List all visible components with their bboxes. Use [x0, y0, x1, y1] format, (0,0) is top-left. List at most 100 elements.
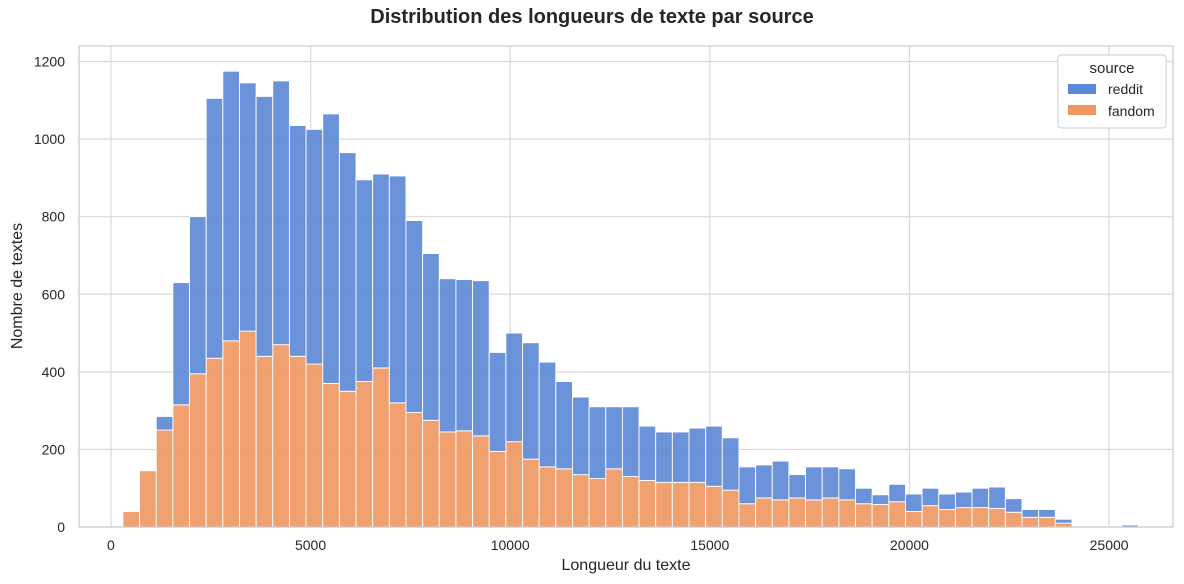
legend-title: source [1089, 60, 1134, 77]
bar-reddit [855, 487, 873, 505]
y-axis-ticks: 0 200 400 600 800 1000 1200 [34, 54, 65, 535]
bar-fandom [405, 412, 424, 528]
bar-fandom [505, 441, 523, 528]
bar-fandom [538, 466, 557, 528]
bar-fandom [871, 504, 890, 528]
x-tick-label: 15000 [690, 537, 729, 553]
y-tick-label: 1200 [34, 54, 65, 70]
bar-reddit [255, 95, 274, 357]
x-axis-ticks: 0 5000 10000 15000 20000 25000 [107, 537, 1129, 553]
y-tick-label: 200 [42, 441, 66, 457]
bar-fandom [1004, 511, 1023, 528]
bar-reddit [322, 113, 340, 384]
bar-fandom [139, 470, 157, 528]
bar-reddit [621, 406, 640, 478]
bar-reddit [954, 491, 973, 509]
chart-title: Distribution des longueurs de texte par … [370, 6, 814, 28]
bar-fandom [322, 383, 340, 528]
x-tick-label: 10000 [491, 537, 530, 553]
bar-reddit [488, 351, 507, 452]
bar-fandom [572, 474, 590, 528]
bar-fandom [272, 344, 290, 528]
bar-reddit [755, 464, 773, 499]
bar-reddit [588, 406, 607, 479]
bar-fandom [239, 330, 257, 528]
bar-fandom [738, 503, 757, 528]
bar-fandom [122, 511, 141, 528]
bar-fandom [588, 478, 607, 528]
bar-reddit [272, 80, 290, 346]
bar-fandom [655, 481, 673, 528]
y-tick-label: 800 [42, 209, 66, 225]
plot-frame [78, 45, 1174, 528]
bar-fandom [255, 355, 274, 528]
bar-fandom [455, 430, 474, 528]
bar-reddit [838, 468, 856, 501]
bar-reddit [239, 82, 257, 332]
bar-reddit [172, 282, 190, 406]
bar-reddit [888, 483, 906, 503]
bar-fandom [788, 497, 807, 528]
bar-reddit [189, 216, 207, 375]
bar-fandom [1038, 516, 1056, 528]
bar-fandom [388, 402, 407, 528]
y-tick-label: 600 [42, 286, 66, 302]
bar-fandom [189, 373, 207, 528]
bar-fandom [172, 404, 190, 528]
bar-fandom [755, 497, 773, 528]
bar-reddit [971, 487, 990, 509]
bar-reddit [388, 175, 407, 404]
bar-fandom [638, 480, 657, 528]
histogram-bars [122, 70, 1139, 528]
bar-reddit [821, 466, 840, 499]
bar-reddit [638, 425, 657, 481]
bar-reddit [605, 406, 623, 470]
bar-fandom [821, 497, 840, 528]
bar-reddit [988, 486, 1006, 509]
bar-reddit [871, 494, 890, 505]
x-axis-label: Longueur du texte [562, 557, 691, 574]
bar-fandom [605, 468, 623, 528]
bar-fandom [954, 507, 973, 528]
bar-fandom [904, 511, 923, 528]
bar-reddit [788, 474, 807, 499]
bar-reddit [671, 431, 690, 483]
bar-reddit [288, 125, 307, 357]
bar-reddit [438, 278, 457, 433]
bar-fandom [205, 357, 224, 528]
bar-reddit [921, 487, 940, 507]
bar-fandom [472, 435, 490, 528]
bar-fandom [372, 367, 390, 528]
x-tick-label: 0 [107, 537, 115, 553]
bar-fandom [988, 507, 1006, 528]
bar-fandom [422, 419, 440, 528]
bar-reddit [505, 332, 523, 443]
bar-reddit [904, 493, 923, 512]
bar-fandom [155, 429, 174, 528]
bar-fandom [338, 390, 357, 528]
bar-reddit [372, 173, 390, 369]
y-tick-label: 400 [42, 364, 66, 380]
bar-reddit [721, 437, 740, 491]
bar-fandom [938, 509, 956, 528]
bar-reddit [771, 460, 790, 501]
bar-fandom [971, 507, 990, 528]
bar-reddit [572, 396, 590, 476]
bar-reddit [1054, 518, 1073, 524]
bar-fandom [855, 503, 873, 528]
legend-swatch-reddit [1068, 84, 1096, 94]
bar-reddit [688, 427, 707, 483]
bar-fandom [671, 481, 690, 528]
bar-fandom [705, 485, 723, 528]
bar-reddit [538, 361, 557, 468]
bar-reddit [472, 280, 490, 437]
bar-reddit [705, 425, 723, 487]
legend-label-reddit: reddit [1108, 81, 1143, 97]
bar-reddit [522, 342, 540, 460]
bar-reddit [938, 493, 956, 510]
x-tick-label: 5000 [295, 537, 326, 553]
bar-fandom [688, 481, 707, 528]
bar-reddit [222, 70, 240, 342]
y-tick-label: 0 [57, 519, 65, 535]
